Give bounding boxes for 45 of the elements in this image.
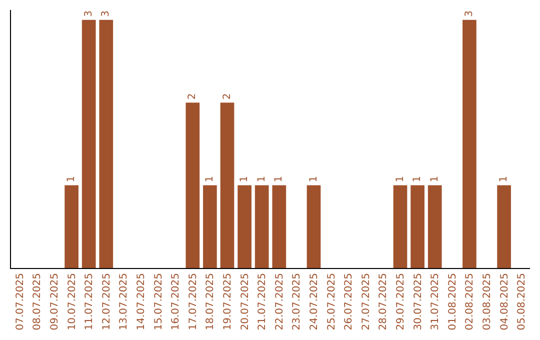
data-label: 2 <box>222 93 233 100</box>
x-tick-label: 29.07.2025 <box>396 273 406 330</box>
x-tick-label: 28.07.2025 <box>378 273 390 330</box>
x-tick-label: 18.07.2025 <box>205 273 216 330</box>
x-tick-label: 16.07.2025 <box>170 273 182 330</box>
data-label: 1 <box>274 176 285 182</box>
x-tick-label: 14.07.2025 <box>136 273 147 330</box>
x-tick-label: 03.08.2025 <box>482 273 493 330</box>
x-tick-label: 23.07.2025 <box>292 273 303 330</box>
x-tick-label: 13.07.2025 <box>118 273 130 330</box>
x-tick-label: 26.07.2025 <box>344 273 355 330</box>
x-tick-label: 12.07.2025 <box>101 273 112 330</box>
data-label: 1 <box>308 176 320 182</box>
data-label: 1 <box>66 176 78 182</box>
data-label: 3 <box>100 10 112 17</box>
data-label: 1 <box>256 176 268 182</box>
data-label: 1 <box>412 176 424 182</box>
x-tick-label: 21.07.2025 <box>257 273 268 330</box>
x-tick-label: 25.07.2025 <box>326 273 338 330</box>
x-tick-label: 05.08.2025 <box>516 273 528 330</box>
x-tick-label: 04.08.2025 <box>499 273 510 330</box>
x-tick-label: 02.08.2025 <box>464 273 476 330</box>
x-tick-label: 19.07.2025 <box>222 273 234 330</box>
x-tick-label: 01.08.2025 <box>447 273 458 330</box>
data-label: 1 <box>204 176 216 182</box>
x-tick-label: 11.07.2025 <box>84 273 96 330</box>
x-tick-label: 20.07.2025 <box>240 273 251 330</box>
x-tick-label: 10.07.2025 <box>66 273 78 330</box>
data-label: 1 <box>394 176 406 182</box>
x-tick-label: 07.07.2025 <box>14 273 26 330</box>
data-label: 1 <box>429 176 440 182</box>
x-tick-label: 27.07.2025 <box>360 273 372 330</box>
x-tick-label: 31.07.2025 <box>430 273 442 330</box>
data-label: 3 <box>83 10 94 17</box>
x-tick-label: 22.07.2025 <box>274 273 286 330</box>
data-label: 1 <box>239 176 250 182</box>
data-label: 1 <box>498 176 510 182</box>
x-tick-label: 24.07.2025 <box>309 273 320 330</box>
x-tick-label: 17.07.2025 <box>188 273 199 330</box>
x-tick-label: 09.07.2025 <box>50 273 60 330</box>
x-tick-label: 30.07.2025 <box>412 273 424 330</box>
data-label: 2 <box>187 93 198 100</box>
data-label: 3 <box>464 10 475 17</box>
x-tick-label: 08.07.2025 <box>32 273 44 330</box>
x-tick-label: 15.07.2025 <box>153 273 164 330</box>
